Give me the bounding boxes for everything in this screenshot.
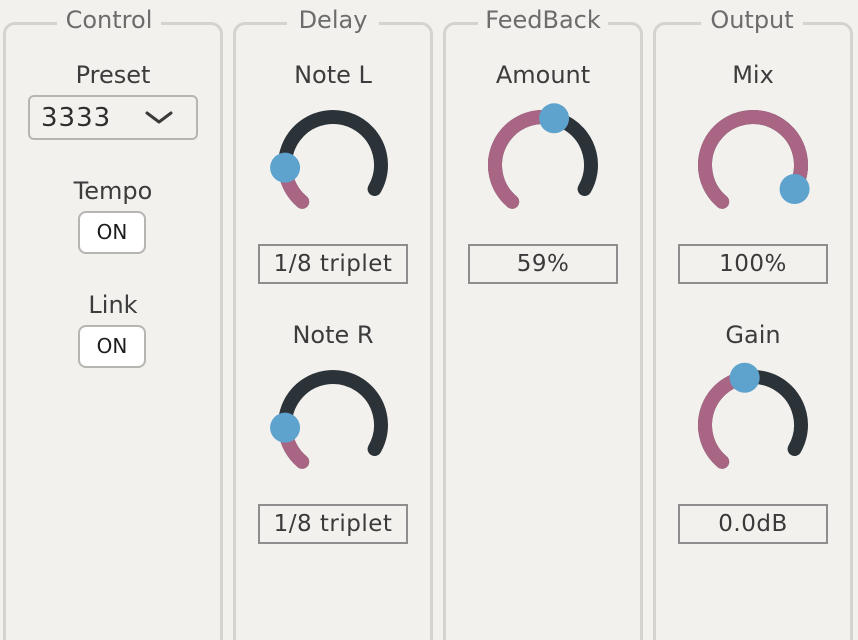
link-label: Link (88, 291, 138, 319)
note-r-knob-handle[interactable] (270, 412, 301, 443)
amount-value: 59% (468, 244, 618, 284)
amount-knob-fill (488, 110, 562, 209)
link-toggle[interactable]: ON (78, 325, 146, 368)
gain-value: 0.0dB (678, 504, 828, 544)
gain-knob-handle[interactable] (729, 362, 760, 393)
mix-label: Mix (732, 61, 774, 89)
output-panel-title: Output (701, 5, 803, 35)
note-r-label: Note R (292, 321, 374, 349)
preset-select[interactable]: 3333 (28, 95, 198, 140)
gain-label: Gain (725, 321, 781, 349)
delay-panel-title: Delay (287, 5, 379, 35)
mix-value: 100% (678, 244, 828, 284)
note-l-knob-handle[interactable] (270, 152, 301, 183)
amount-knob-handle[interactable] (539, 103, 570, 134)
chevron-down-icon (145, 111, 173, 124)
tempo-label: Tempo (73, 177, 153, 205)
note-l-label: Note L (294, 61, 372, 89)
preset-select-value: 3333 (41, 103, 112, 133)
control-panel-title: Control (57, 5, 161, 35)
mix-knob-fill (698, 110, 808, 209)
tempo-toggle[interactable]: ON (78, 211, 146, 254)
feedback-panel-title: FeedBack (478, 5, 608, 35)
amount-label: Amount (495, 61, 591, 89)
mix-knob-handle[interactable] (779, 174, 810, 204)
note-l-value: 1/8 triplet (258, 244, 408, 284)
note-r-value: 1/8 triplet (258, 504, 408, 544)
preset-label: Preset (75, 61, 151, 89)
